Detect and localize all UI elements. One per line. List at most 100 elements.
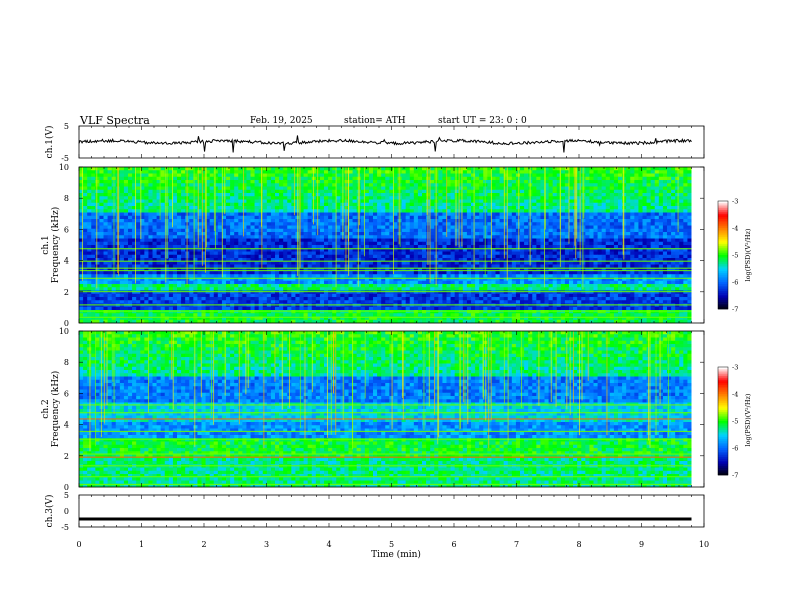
spectrogram-cell	[275, 245, 280, 249]
spectrogram-cell	[360, 193, 366, 197]
spectrogram-cell	[650, 193, 656, 197]
spectrogram-cell	[601, 225, 607, 230]
spectrogram-cell	[569, 215, 574, 220]
spectrogram-cell	[205, 167, 211, 171]
spectrogram-cell	[622, 264, 627, 269]
spectrogram-cell	[250, 254, 255, 259]
spectrogram-cell	[446, 271, 451, 275]
spectrogram-cell	[552, 193, 558, 197]
spectrogram-cell	[597, 261, 603, 265]
spectrogram-cell	[217, 167, 223, 171]
station-label: station= ATH	[344, 116, 406, 126]
spectrogram-cell	[593, 232, 598, 236]
spectrogram-cell	[609, 209, 615, 213]
spectrogram-cell	[495, 209, 500, 213]
spectrogram-cell	[356, 219, 362, 223]
spectrogram-cell	[205, 202, 211, 207]
spectrogram-cell	[536, 219, 541, 223]
spectrogram-cell	[646, 209, 652, 213]
spectrogram-cell	[544, 251, 549, 256]
spectrogram-cell	[679, 173, 684, 178]
spectrogram-cell	[446, 215, 451, 220]
spectrogram-cell	[356, 264, 362, 269]
spectrogram-cell	[638, 176, 643, 181]
spectrogram-cell	[181, 212, 186, 217]
spectrogram-cell	[348, 261, 353, 265]
spectrogram-cell	[103, 186, 108, 191]
spectrogram-cell	[569, 225, 574, 230]
spectrogram-cell	[95, 173, 100, 178]
spectrogram-cell	[515, 199, 521, 204]
spectrogram-cell	[385, 180, 390, 184]
spectrogram-cell	[213, 258, 219, 262]
spectrogram-cell	[291, 183, 296, 187]
spectrogram-cell	[438, 180, 443, 184]
spectrogram-cell	[144, 183, 149, 187]
spectrogram-cell	[679, 245, 684, 249]
spectrogram-cell	[107, 180, 113, 184]
spectrogram-cell	[119, 261, 125, 265]
spectrogram-cell	[413, 235, 419, 239]
spectrogram-cell	[442, 258, 447, 262]
spectrogram-cell	[283, 219, 288, 223]
spectrogram-cell	[642, 251, 647, 256]
spectrogram-cell	[238, 222, 243, 226]
spectrogram-cell	[291, 186, 296, 191]
spectrogram-cell	[205, 212, 211, 217]
spectrogram-cell	[642, 261, 647, 265]
spectrogram-cell	[119, 235, 125, 239]
spectrogram-cell	[311, 170, 317, 174]
spectrogram-cell	[650, 258, 656, 262]
spectrogram-cell	[495, 202, 500, 207]
spectrogram-cell	[319, 206, 325, 210]
spectrogram-cell	[552, 183, 558, 187]
spectrogram-cell	[589, 199, 594, 204]
spectrogram-cell	[585, 235, 590, 239]
spectrogram-cell	[564, 258, 570, 262]
spectrogram-cell	[618, 183, 623, 187]
spectrogram-cell	[250, 264, 255, 269]
spectrogram-cell	[409, 219, 415, 223]
spectrogram-cell	[352, 173, 358, 178]
spectrogram-cell	[405, 173, 411, 178]
spectrogram-cell	[650, 212, 656, 217]
spectrogram-cell	[95, 219, 100, 223]
spectrogram-cell	[560, 167, 566, 171]
spectrogram-cell	[319, 215, 325, 220]
spectrogram-cell	[593, 193, 598, 197]
spectrogram-cell	[266, 228, 272, 233]
spectrogram-cell	[230, 232, 235, 236]
spectrogram-cell	[458, 202, 464, 207]
spectrogram-cell	[238, 238, 243, 243]
spectrogram-cell	[438, 189, 443, 194]
spectrogram-cell	[83, 206, 88, 210]
spectrogram-cell	[250, 215, 255, 220]
spectrogram-cell	[536, 202, 541, 207]
spectrogram-cell	[458, 189, 464, 194]
spectrogram-cell	[246, 212, 251, 217]
spectrogram-cell	[123, 222, 129, 226]
spectrogram-cell	[475, 196, 480, 200]
spectrogram-cell	[87, 180, 92, 184]
spectrogram-cell	[564, 199, 570, 204]
spectrogram-cell	[385, 254, 390, 259]
spectrogram-cell	[589, 193, 594, 197]
spectrogram-cell	[266, 258, 272, 262]
spectrogram-cell	[475, 261, 480, 265]
spectrogram-cell	[393, 235, 398, 239]
spectrogram-cell	[197, 196, 202, 200]
spectrogram-cell	[511, 173, 517, 178]
spectrogram-cell	[675, 193, 680, 197]
spectrogram-cell	[140, 235, 145, 239]
spectrogram-cell	[291, 189, 296, 194]
spectrogram-cell	[585, 254, 590, 259]
spectrogram-cell	[503, 264, 509, 269]
spectrogram-cell	[642, 219, 647, 223]
spectrogram-cell	[340, 271, 345, 275]
spectrogram-cell	[136, 228, 141, 233]
spectrogram-cell	[430, 222, 435, 226]
spectrogram-cell	[560, 238, 566, 243]
spectrogram-cell	[275, 167, 280, 171]
spectrogram-cell	[389, 209, 394, 213]
spectrogram-cell	[597, 235, 603, 239]
